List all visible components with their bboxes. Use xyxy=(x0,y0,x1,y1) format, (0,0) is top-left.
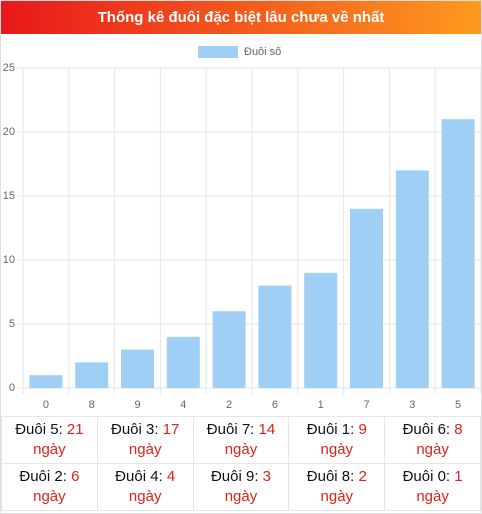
bar xyxy=(29,375,63,388)
cell-label: Đuôi 8: xyxy=(306,468,355,485)
cell-unit: ngày xyxy=(224,441,258,458)
table-row: Đuôi 2: 6 ngày Đuôi 4: 4 ngày Đuôi 9: 3 ngày Đ… xyxy=(1,463,481,511)
cell-unit: ngày xyxy=(128,488,162,505)
table-cell: Đuôi 8: 2 ngày xyxy=(288,463,386,511)
table-cell: Đuôi 1: 9 ngày xyxy=(288,416,386,464)
cell-unit: ngày xyxy=(320,488,354,505)
table-cell: Đuôi 3: 17 ngày xyxy=(96,416,194,464)
x-tick-label: 6 xyxy=(272,399,278,411)
cell-unit: ngày xyxy=(33,488,66,505)
cell-value: 21 xyxy=(66,421,84,438)
x-tick-label: 1 xyxy=(318,399,324,411)
bar xyxy=(304,272,338,388)
x-tick-label: 9 xyxy=(134,399,140,411)
bar xyxy=(258,285,292,388)
legend-label: Đuôi số xyxy=(244,46,281,58)
cell-unit: ngày xyxy=(33,441,66,458)
chart: Đuôi số 0 5 10 15 20 25 0 8 9 4 2 6 1 7 3 5 xyxy=(3,46,481,411)
x-tick-label: 5 xyxy=(455,399,461,411)
table-cell: Đuôi 5: 21 ngày xyxy=(1,416,98,464)
cell-value: 6 xyxy=(71,468,80,485)
table-cell: Đuôi 6: 8 ngày xyxy=(384,416,481,464)
bar xyxy=(350,208,383,388)
summary-table: Đuôi 5: 21 ngày Đuôi 3: 17 ngày Đuôi 7: 14 ng… xyxy=(1,416,481,511)
cell-label: Đuôi 6: xyxy=(402,421,451,438)
x-tick-label: 3 xyxy=(409,399,415,411)
cell-label: Đuôi 3: xyxy=(111,421,159,438)
cell-label: Đuôi 7: xyxy=(206,421,255,438)
cell-unit: ngày xyxy=(416,488,449,505)
y-tick-label: 25 xyxy=(3,62,15,74)
y-tick-label: 0 xyxy=(9,382,15,394)
cell-label: Đuôi 2: xyxy=(19,468,67,485)
bar xyxy=(166,336,200,388)
legend-swatch xyxy=(198,46,238,58)
cell-value: 3 xyxy=(262,468,272,485)
table-cell: Đuôi 7: 14 ngày xyxy=(192,416,290,464)
x-tick-label: 7 xyxy=(363,399,369,411)
bar xyxy=(75,362,109,388)
table-row: Đuôi 5: 21 ngày Đuôi 3: 17 ngày Đuôi 7: 14 ng… xyxy=(1,416,481,464)
header-title: Thống kê đuôi đặc biệt lâu chưa về nhất xyxy=(1,1,481,34)
cell-value: 8 xyxy=(454,421,463,438)
cell-label: Đuôi 4: xyxy=(115,468,163,485)
cell-unit: ngày xyxy=(224,488,258,505)
y-tick-label: 20 xyxy=(3,126,15,138)
x-tick-label: 4 xyxy=(180,399,186,411)
x-tick-label: 2 xyxy=(226,399,232,411)
cell-value: 4 xyxy=(166,468,176,485)
cell-label: Đuôi 1: xyxy=(306,421,355,438)
table-cell: Đuôi 9: 3 ngày xyxy=(192,463,290,511)
cell-unit: ngày xyxy=(416,441,449,458)
cell-value: 2 xyxy=(358,468,367,485)
y-tick-label: 15 xyxy=(3,190,15,202)
cell-value: 1 xyxy=(454,468,463,485)
cell-label: Đuôi 0: xyxy=(402,468,451,485)
cell-label: Đuôi 5: xyxy=(15,421,63,438)
x-tick-label: 0 xyxy=(43,399,49,411)
x-tick-label: 8 xyxy=(89,399,95,411)
bar xyxy=(121,349,154,388)
table-cell: Đuôi 4: 4 ngày xyxy=(96,463,194,511)
cell-value: 17 xyxy=(162,421,180,438)
bar xyxy=(212,311,246,388)
bar xyxy=(441,119,475,388)
y-tick-label: 10 xyxy=(3,254,15,266)
bar xyxy=(395,170,429,388)
cell-value: 14 xyxy=(258,421,276,438)
cell-label: Đuôi 9: xyxy=(210,468,259,485)
y-tick-label: 5 xyxy=(9,318,15,330)
table-cell: Đuôi 2: 6 ngày xyxy=(1,463,98,511)
table-cell: Đuôi 0: 1 ngày xyxy=(384,463,481,511)
cell-unit: ngày xyxy=(128,441,162,458)
cell-value: 9 xyxy=(358,421,367,438)
cell-unit: ngày xyxy=(320,441,354,458)
